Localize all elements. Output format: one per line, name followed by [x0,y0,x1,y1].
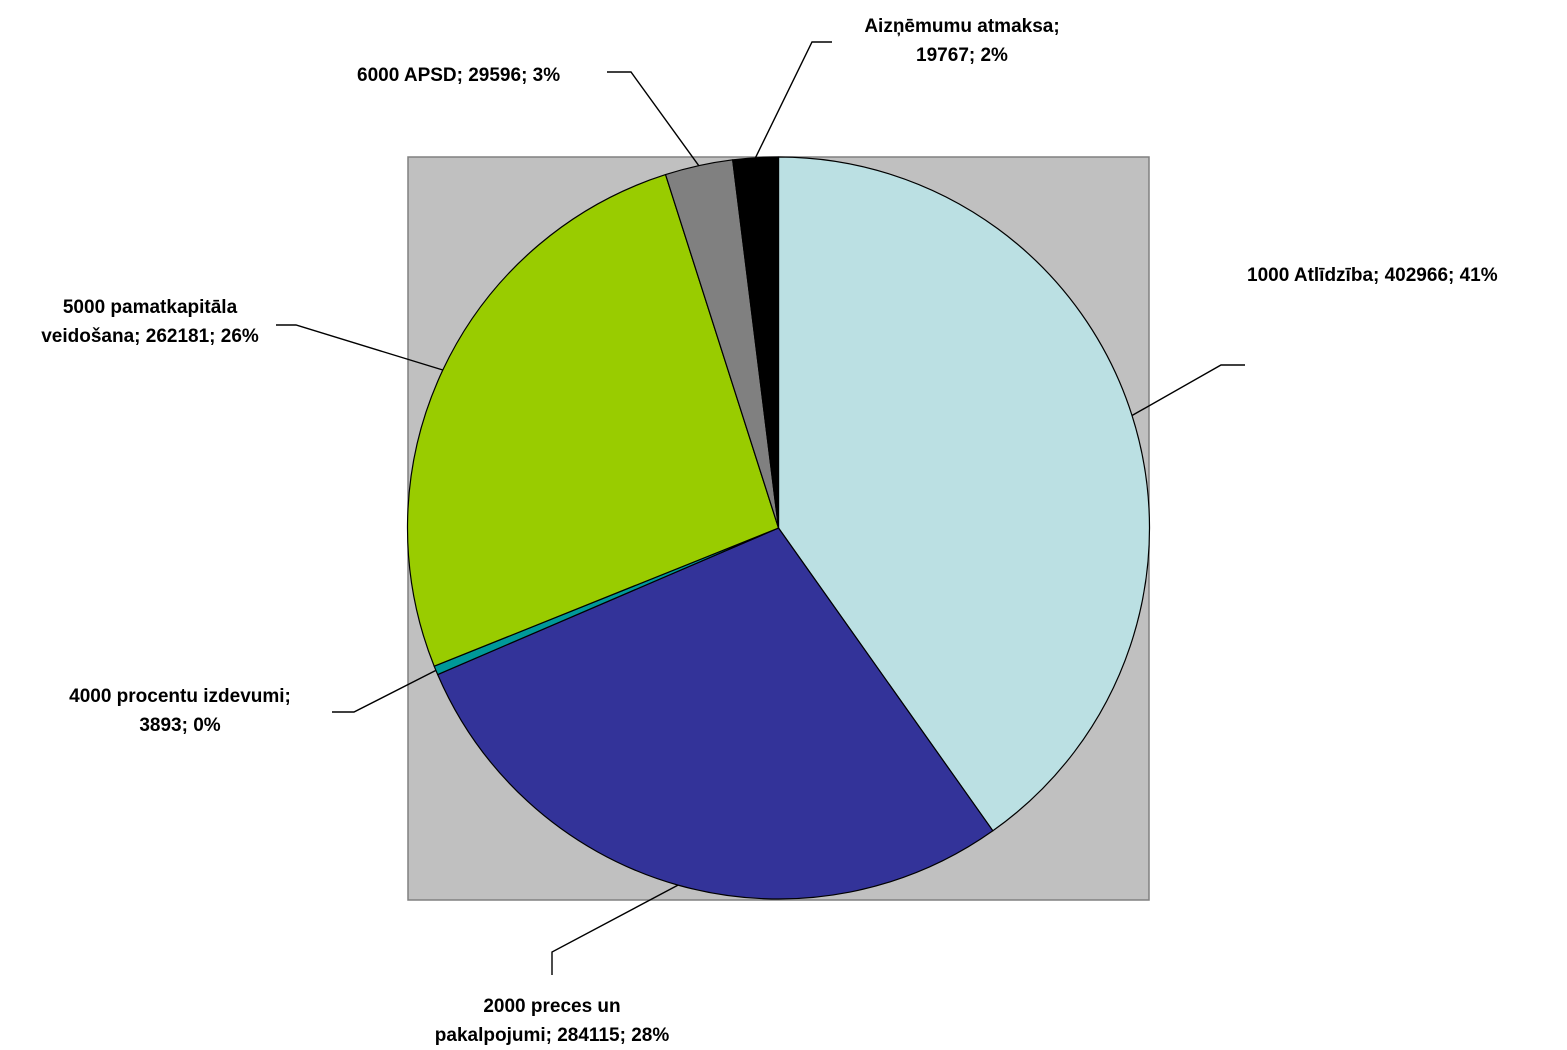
leader-line-atlidziba [1131,364,1245,417]
slice-label-aiznemumu-line-1: Aizņēmumu atmaksa; [864,16,1060,37]
leader-line-apsd [607,71,700,167]
slice-label-preces: 2000 preces un pakalpojumi; 284115; 28% [435,992,669,1050]
leader-line-aiznemumu [754,41,832,159]
slice-label-atlidziba: 1000 Atlīdzība; 402966; 41% [1247,261,1498,290]
leader-lines [276,41,1245,975]
slice-label-apsd: 6000 APSD; 29596; 3% [357,61,560,90]
pie-slice-atlidziba [777,156,1151,832]
pie-slice-pamatkapitala [406,174,780,667]
pie-slices [406,156,1151,900]
slice-label-pamatkapitala: 5000 pamatkapitāla veidošana; 262181; 26… [41,293,259,351]
slice-label-pamatkapitala-line-1: 5000 pamatkapitāla [62,297,238,318]
leader-line-procentu [332,669,437,713]
leader-line-preces [551,884,679,975]
slice-label-preces-line-1: 2000 preces un [483,996,621,1017]
slice-label-pamatkapitala-line-2: veidošana; 262181; 26% [41,326,259,347]
slice-label-procentu-line-1: 4000 procentu izdevumi; [69,686,291,707]
slice-label-apsd-line-1: 6000 APSD; 29596; 3% [357,65,561,86]
slice-label-procentu: 4000 procentu izdevumi; 3893; 0% [69,682,291,740]
slice-label-aiznemumu-line-2: 19767; 2% [916,45,1008,66]
slice-label-atlidziba-line-1: 1000 Atlīdzība; 402966; 41% [1247,265,1498,286]
slice-label-procentu-line-2: 3893; 0% [139,715,221,736]
slice-label-preces-line-2: pakalpojumi; 284115; 28% [434,1025,670,1046]
leader-line-pamatkapitala [276,324,444,371]
slice-label-aiznemumu: Aizņēmumu atmaksa; 19767; 2% [864,12,1059,70]
